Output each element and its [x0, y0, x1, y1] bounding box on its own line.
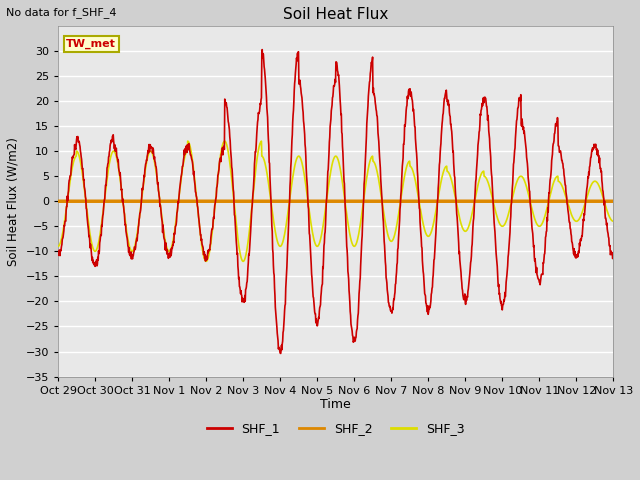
Text: TW_met: TW_met [67, 39, 116, 49]
SHF_3 [609, 218, 617, 224]
SHF_3 [545, 200, 552, 206]
SHF_2 [178, 198, 186, 204]
SHF_2 [543, 198, 551, 204]
SHF_2 [240, 198, 248, 204]
SHF_2 [164, 198, 172, 204]
SHF_1 [423, 304, 431, 310]
SHF_3 [178, 173, 186, 179]
SHF_3 [423, 232, 431, 238]
SHF_1 [609, 251, 617, 256]
SHF_1 [259, 47, 266, 52]
SHF_3 [164, 248, 172, 253]
Line: SHF_3: SHF_3 [58, 141, 613, 261]
SHF_1 [54, 250, 62, 255]
SHF_3 [202, 258, 210, 264]
SHF_1 [495, 291, 503, 297]
SHF_3 [54, 243, 62, 249]
Line: SHF_1: SHF_1 [58, 49, 613, 353]
SHF_1 [277, 350, 285, 356]
SHF_1 [164, 251, 172, 257]
Y-axis label: Soil Heat Flux (W/m2): Soil Heat Flux (W/m2) [7, 137, 20, 265]
X-axis label: Time: Time [321, 398, 351, 411]
SHF_2 [495, 198, 502, 204]
Title: Soil Heat Flux: Soil Heat Flux [283, 7, 388, 22]
SHF_1 [545, 209, 552, 215]
SHF_3 [184, 138, 191, 144]
SHF_1 [178, 172, 186, 178]
SHF_2 [422, 198, 429, 204]
Legend: SHF_1, SHF_2, SHF_3: SHF_1, SHF_2, SHF_3 [202, 418, 470, 441]
Text: No data for f_SHF_4: No data for f_SHF_4 [6, 7, 117, 18]
SHF_2 [54, 198, 62, 204]
SHF_1 [240, 296, 248, 301]
SHF_3 [495, 220, 503, 226]
SHF_3 [241, 257, 248, 263]
SHF_2 [609, 198, 617, 204]
